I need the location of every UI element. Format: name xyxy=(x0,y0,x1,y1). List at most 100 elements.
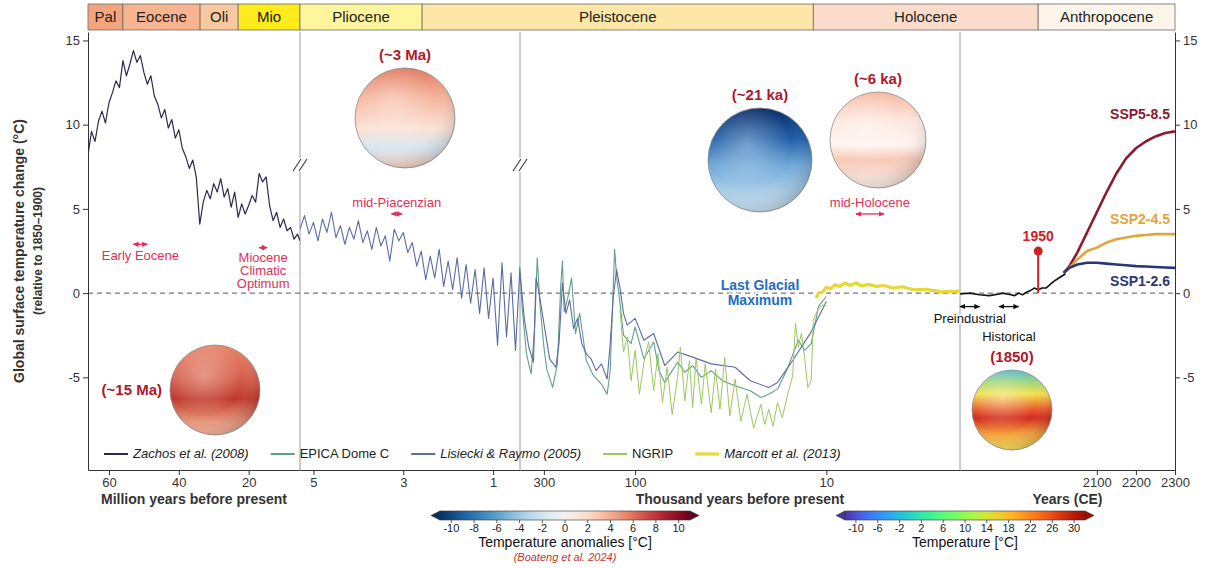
globe-label: (1850) xyxy=(990,348,1033,365)
tick-mark xyxy=(83,293,88,294)
tick: 5 xyxy=(1175,202,1190,217)
period-arrow xyxy=(259,247,267,248)
colorbar-tick-label: -2 xyxy=(537,522,547,534)
year-marker: 1950 xyxy=(1023,228,1054,293)
segment-separator xyxy=(960,32,961,470)
tick: -5 xyxy=(68,370,88,385)
tick: 5 xyxy=(310,470,317,490)
series-line xyxy=(620,303,826,428)
colorbar-tick-label: -10 xyxy=(848,522,864,534)
colorbar-tick-label: 26 xyxy=(1046,522,1058,534)
tick-label: 5 xyxy=(310,475,317,490)
series-line xyxy=(816,283,960,298)
tick: 2300 xyxy=(1161,470,1190,490)
epoch-box xyxy=(422,4,813,30)
colorbar-tick-label: 18 xyxy=(1003,522,1015,534)
x-axis-title: Years (CE) xyxy=(1032,491,1102,507)
x-axis-title: Thousand years before present xyxy=(636,491,845,507)
axis-break-mark xyxy=(519,159,527,171)
tick-mark xyxy=(1175,293,1180,294)
colorbar-tick-label: -10 xyxy=(443,522,459,534)
globe: (~6 ka) xyxy=(830,70,926,188)
legend-swatch xyxy=(411,453,435,455)
epoch-bar: PalEoceneOliMioPliocenePleistoceneHoloce… xyxy=(88,4,1175,30)
series-line xyxy=(520,249,826,397)
colorbar-tick-label: 10 xyxy=(959,522,971,534)
tick-label: -5 xyxy=(1183,370,1195,385)
axis-break-gap xyxy=(292,158,308,172)
tick: 10 xyxy=(1175,117,1197,132)
y-axis-left-line xyxy=(88,33,89,471)
globe-label: (~3 Ma) xyxy=(379,46,431,63)
period-label-line: mid-Piacenzian xyxy=(352,195,441,210)
period-label: Early Eocene xyxy=(102,248,179,263)
tick-label: 2200 xyxy=(1122,475,1151,490)
period-arrow xyxy=(999,306,1019,307)
tick: 10 xyxy=(66,117,88,132)
projection-label: SSP1-2.6 xyxy=(1110,273,1170,289)
epoch-label: Pal xyxy=(95,8,117,25)
globe-disc xyxy=(972,370,1052,450)
series-line xyxy=(960,274,1066,296)
tick: 100 xyxy=(625,470,647,490)
tick: 0 xyxy=(73,286,88,301)
colorbar-tick-label: 30 xyxy=(1068,522,1080,534)
marker-dot xyxy=(1034,247,1043,256)
tick-label: 2100 xyxy=(1083,475,1112,490)
period-arrow xyxy=(391,213,402,214)
colorbar-title: Temperature [°C] xyxy=(912,534,1018,550)
period-label: mid-Piacenzian xyxy=(352,195,441,210)
y-axis-right-line xyxy=(1175,33,1176,471)
segment-separator xyxy=(520,32,521,470)
annotations: Early EoceneMioceneClimaticOptimummid-Pi… xyxy=(102,195,1036,344)
x-axis-2: 30010010 xyxy=(521,470,961,490)
globe-disc xyxy=(355,68,455,168)
globe: (~15 Ma) xyxy=(102,345,260,435)
colorbar-tick-label: -4 xyxy=(515,522,525,534)
tick-label: 10 xyxy=(1183,117,1197,132)
x-axis-3-line xyxy=(961,470,1176,471)
tick-mark xyxy=(1175,377,1180,378)
x-axis-0-line xyxy=(89,470,301,471)
tick: 3 xyxy=(400,470,407,490)
projection-line xyxy=(1064,263,1175,273)
tick-label: 5 xyxy=(1183,202,1190,217)
epoch-box xyxy=(300,4,422,30)
tick-mark xyxy=(83,209,88,210)
tick-label: 5 xyxy=(73,202,80,217)
colorbar-tick-label: 14 xyxy=(981,522,993,534)
tick-label: 15 xyxy=(1183,33,1197,48)
globe-shading xyxy=(830,92,926,188)
period-label: Preindustrial xyxy=(934,311,1006,326)
legend-label: Lisiecki & Raymo (2005) xyxy=(440,446,581,461)
globe: (~3 Ma) xyxy=(355,46,455,168)
legend-label: Marcott et al. (2013) xyxy=(724,446,840,461)
x-axis-0: 60 40 20 xyxy=(89,470,301,490)
globe-label: (~15 Ma) xyxy=(102,381,162,398)
tick: 15 xyxy=(1175,33,1197,48)
epoch-box xyxy=(88,4,123,30)
series-line xyxy=(88,51,300,241)
globe-shading xyxy=(972,370,1052,450)
tick-label: 20 xyxy=(242,475,256,490)
epoch-label: Eocene xyxy=(136,8,187,25)
axis-break xyxy=(292,158,308,172)
legend-swatch xyxy=(271,453,295,455)
tick: 60 xyxy=(102,470,116,490)
axis-break-mark xyxy=(299,159,307,171)
axis-break xyxy=(512,158,528,172)
colorbar-bar xyxy=(845,511,1085,520)
tick-label: 1 xyxy=(490,475,497,490)
series-group xyxy=(88,51,300,241)
tick: 40 xyxy=(172,470,186,490)
series-group xyxy=(960,274,1066,296)
tick: 5 xyxy=(73,202,88,217)
legend-label: Zachos et al. (2008) xyxy=(132,446,249,461)
epoch-box xyxy=(123,4,200,30)
projection-line xyxy=(1064,234,1175,273)
epoch-box xyxy=(813,4,1038,30)
colorbar-note: (Boateng et al. 2024) xyxy=(514,551,617,563)
colorbar-extend-low xyxy=(431,511,440,520)
series-group xyxy=(520,270,826,388)
colorbar-tick-label: -6 xyxy=(873,522,883,534)
